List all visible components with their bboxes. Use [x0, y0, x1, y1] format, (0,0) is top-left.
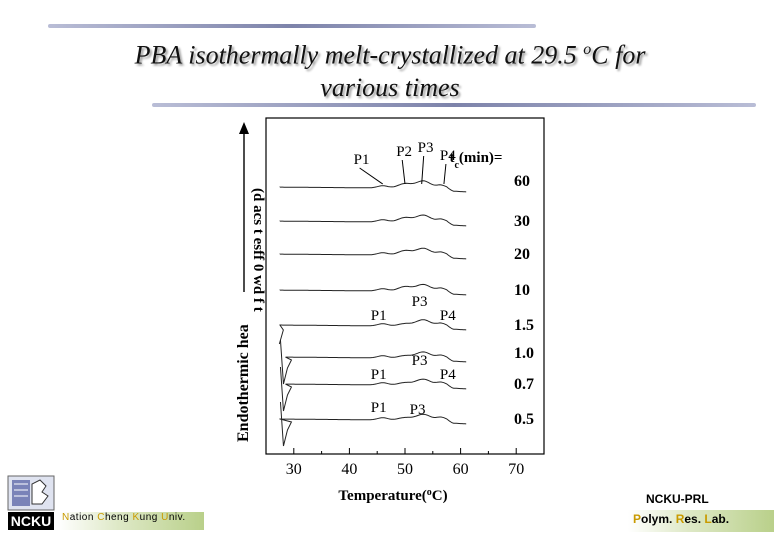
university-name-part: U	[161, 512, 169, 523]
lab-name-part: R	[675, 512, 685, 526]
left-footer-bar	[58, 512, 204, 530]
series-label: 30	[514, 213, 530, 230]
dsc-curve-0-7	[279, 366, 467, 412]
x-tick-label: 30	[286, 461, 302, 478]
university-name-part: C	[97, 512, 105, 523]
lab-name-part: es.	[684, 512, 705, 526]
series-label: 0.5	[514, 411, 534, 428]
dsc-curve-30	[279, 214, 467, 227]
peak-label-p4: P4	[440, 308, 456, 324]
peak-label-p3: P3	[418, 140, 434, 156]
dsc-curve-0-5	[279, 401, 467, 447]
y-axis-label-mirrored: (d acs t esff 0 wd f t	[250, 188, 266, 312]
dsc-chart: 30 40 50 60 70 Temperature(oC) Endothermic hea…	[235, 117, 545, 505]
lab-name: Polym. Res. Lab.	[633, 512, 729, 526]
lab-name-part: ab.	[711, 512, 730, 526]
ncku-logo: NCKU	[7, 475, 55, 530]
dsc-curve-60	[279, 180, 467, 193]
dsc-curve-20	[279, 247, 467, 260]
y-axis-arrow-head	[239, 122, 249, 134]
series-label: 1.0	[514, 345, 534, 362]
title-rule-bottom	[152, 103, 756, 107]
peak-label-p3: P3	[412, 353, 428, 369]
legend-header: tc(min)=	[449, 150, 502, 171]
series-label: 60	[514, 173, 530, 190]
peak-arrow	[359, 167, 384, 185]
peak-label-p1: P1	[371, 308, 387, 324]
x-tick-label: 70	[508, 461, 524, 478]
university-name-part: N	[62, 512, 70, 523]
x-tick-label: 50	[397, 461, 413, 478]
peak-label-p4: P4	[440, 148, 456, 164]
peak-label-p1: P1	[371, 400, 387, 416]
slide-title-line1: PBA isothermally melt-crystallized at 29…	[134, 40, 646, 70]
series-label: 20	[514, 246, 530, 263]
lab-name-part: olym.	[641, 512, 676, 526]
peak-arrow	[401, 159, 406, 185]
university-name-part: ung	[139, 512, 162, 523]
peak-label-p3: P3	[410, 402, 426, 418]
x-tick-label: 60	[453, 461, 469, 478]
dsc-curve-1-0	[279, 339, 467, 385]
x-tick-label: 40	[341, 461, 357, 478]
svg-text:NCKU: NCKU	[11, 513, 51, 529]
peak-label-p3: P3	[412, 294, 428, 310]
peak-label-p1: P1	[354, 152, 370, 168]
peak-arrow	[421, 155, 425, 185]
dsc-curve-10	[279, 283, 467, 296]
x-axis-label: Temperature(oC)	[338, 487, 447, 505]
right-footer-bar	[628, 510, 774, 532]
peak-label-p2: P2	[396, 144, 412, 160]
lab-code: NCKU-PRL	[646, 492, 709, 506]
lab-name-part: P	[633, 512, 642, 526]
peak-label-p4: P4	[440, 367, 456, 383]
series-label: 10	[514, 282, 530, 299]
title-rule-top	[48, 24, 536, 28]
dsc-curve-1-5	[278, 319, 467, 345]
slide-title-line2: various times	[320, 73, 460, 102]
university-name-part: heng	[104, 512, 133, 523]
series-label: 0.7	[514, 376, 534, 393]
university-name-part: niv.	[168, 512, 186, 523]
university-name: Nation Cheng Kung Univ.	[62, 512, 186, 523]
peak-label-p1: P1	[371, 367, 387, 383]
peak-arrow	[443, 163, 447, 185]
university-name-part: ation	[69, 512, 98, 523]
series-label: 1.5	[514, 317, 534, 334]
university-name-part: K	[132, 512, 140, 523]
y-axis-label: Endothermic hea	[235, 324, 252, 442]
lab-name-part: L	[704, 512, 712, 526]
